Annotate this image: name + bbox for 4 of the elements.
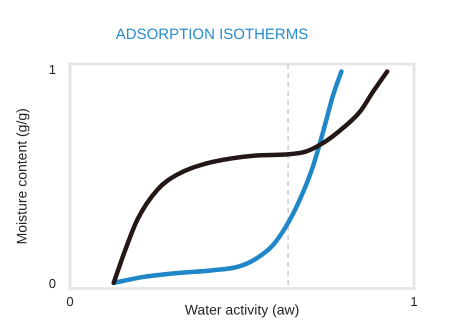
chart-title: ADSORPTION ISOTHERMS — [116, 26, 308, 44]
line-series — [111, 69, 390, 286]
y-axis-title: Moisture content (g/g) — [13, 108, 30, 244]
x-axis-title: Water activity (aw) — [184, 301, 300, 318]
